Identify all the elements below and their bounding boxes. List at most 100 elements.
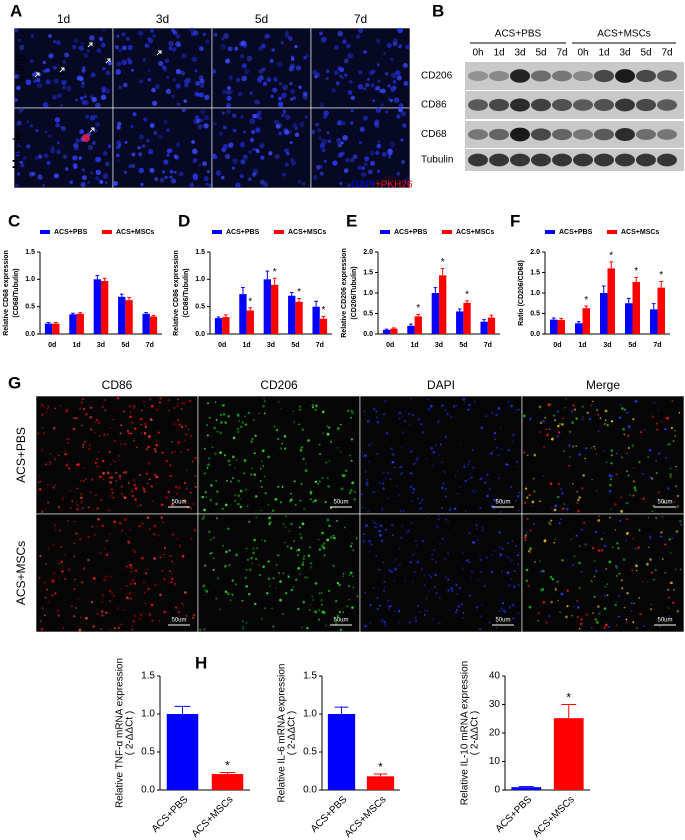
cell <box>270 94 274 99</box>
cell <box>391 452 394 456</box>
cell <box>107 61 113 66</box>
cell <box>290 88 296 95</box>
cell <box>502 610 504 612</box>
cell <box>239 141 246 148</box>
cell <box>430 576 433 579</box>
cell <box>630 602 633 605</box>
cell <box>490 504 493 507</box>
cell <box>124 470 128 474</box>
cell <box>237 414 240 417</box>
cell <box>95 465 98 468</box>
cell <box>370 151 375 156</box>
cell <box>43 153 49 158</box>
cell <box>513 627 516 629</box>
cell <box>98 36 104 42</box>
cell <box>653 401 656 405</box>
cell <box>348 598 350 601</box>
cell <box>138 617 141 620</box>
cell <box>57 93 62 98</box>
cell <box>99 179 104 184</box>
cell <box>159 556 162 559</box>
cell <box>319 453 321 455</box>
cell <box>378 568 381 571</box>
cell <box>260 485 263 488</box>
cell <box>577 498 580 502</box>
cell <box>511 603 515 607</box>
cell <box>490 452 493 455</box>
y-tick-label: 1.0 <box>25 276 35 283</box>
cell <box>262 404 265 408</box>
cell <box>591 611 595 615</box>
cell <box>619 519 622 522</box>
cell <box>481 526 484 529</box>
micrograph <box>211 107 312 189</box>
cell <box>101 28 106 32</box>
cell <box>335 519 339 523</box>
cell <box>52 486 55 489</box>
cell <box>281 486 284 489</box>
cell <box>56 141 60 145</box>
x-tick-label: 3d <box>435 342 443 349</box>
band <box>573 153 593 167</box>
significance: * <box>566 691 571 705</box>
cell <box>610 449 614 452</box>
cell <box>106 539 108 542</box>
cell <box>445 518 448 521</box>
cell <box>676 610 679 613</box>
cell <box>148 614 152 617</box>
cell <box>635 564 638 568</box>
cell <box>295 578 298 581</box>
error-bar <box>409 323 413 326</box>
cell <box>347 52 354 59</box>
cell <box>421 539 425 543</box>
cell <box>131 624 134 627</box>
band <box>615 153 635 167</box>
cell <box>486 494 489 498</box>
cell <box>648 448 652 452</box>
bar <box>657 287 665 334</box>
cell <box>166 148 172 154</box>
bar <box>319 318 328 334</box>
cell <box>392 534 394 536</box>
cell <box>664 572 667 574</box>
cell <box>102 406 104 409</box>
cell <box>651 415 655 419</box>
cell <box>94 431 97 434</box>
cell <box>99 552 102 554</box>
cell <box>59 404 62 407</box>
cell <box>113 627 117 630</box>
cell <box>376 597 379 599</box>
cell <box>80 41 85 45</box>
bar <box>456 311 464 334</box>
cell <box>58 454 60 457</box>
cell <box>497 454 500 457</box>
cell <box>339 67 345 73</box>
cell <box>320 36 327 43</box>
cell <box>189 491 192 494</box>
y-tick-label: 0.5 <box>363 310 373 317</box>
cell <box>192 158 198 163</box>
cell <box>546 433 549 437</box>
y-tick-label: 1.0 <box>303 709 317 720</box>
cell <box>14 75 18 79</box>
cell <box>169 474 172 478</box>
micrograph <box>310 107 411 189</box>
cell <box>512 440 514 443</box>
y-tick-label: 1.5 <box>363 269 373 276</box>
cell <box>140 431 143 434</box>
y-tick-label: 2.0 <box>530 249 540 256</box>
cell <box>446 413 449 416</box>
cell <box>517 509 520 512</box>
cell <box>320 592 323 594</box>
cell <box>66 519 69 522</box>
cell <box>549 575 553 579</box>
x-tick-label: 1d <box>411 342 419 349</box>
cell <box>368 70 374 76</box>
cell <box>662 501 665 504</box>
cell <box>293 421 295 423</box>
cell <box>127 44 133 51</box>
cell <box>171 577 174 580</box>
cell <box>437 515 440 517</box>
cell <box>185 487 188 490</box>
cell <box>75 463 78 466</box>
